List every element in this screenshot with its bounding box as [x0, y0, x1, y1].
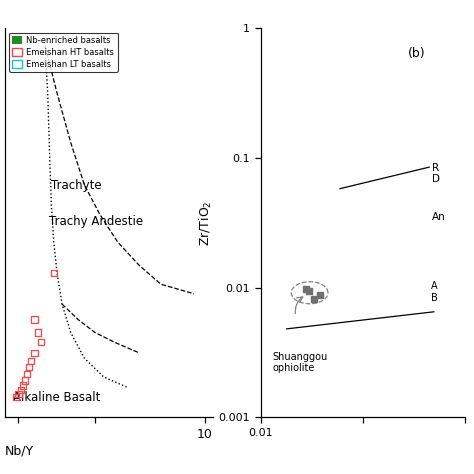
Point: [21, 377, 29, 384]
Text: Nb/Y: Nb/Y: [5, 444, 34, 457]
Point: [34, 329, 42, 337]
Point: [302, 285, 310, 292]
Point: [15, 390, 22, 398]
Text: A
B: A B: [431, 282, 438, 303]
Point: [25, 364, 33, 371]
Text: Trachyte: Trachyte: [51, 179, 102, 191]
Point: [50, 269, 57, 276]
Text: An: An: [432, 212, 446, 222]
Text: Trachy Andestie: Trachy Andestie: [49, 215, 143, 228]
Point: [23, 370, 31, 377]
Point: [31, 349, 38, 356]
Point: [310, 295, 317, 302]
Point: [306, 287, 313, 295]
Point: [27, 357, 35, 365]
Point: [37, 338, 45, 346]
Y-axis label: Zr/TiO$_2$: Zr/TiO$_2$: [199, 200, 215, 246]
Text: Shuanggou
ophiolite: Shuanggou ophiolite: [272, 352, 328, 373]
Point: [31, 316, 38, 323]
Point: [19, 382, 27, 389]
Point: [316, 291, 324, 299]
Legend: Nb-enriched basalts, Emeishan HT basalts, Emeishan LT basalts: Nb-enriched basalts, Emeishan HT basalts…: [9, 33, 118, 72]
Text: Alkaline Basalt: Alkaline Basalt: [13, 391, 101, 403]
Point: [12, 393, 20, 401]
Point: [17, 386, 25, 394]
Text: (b): (b): [408, 47, 426, 60]
Text: R
D: R D: [432, 163, 440, 184]
